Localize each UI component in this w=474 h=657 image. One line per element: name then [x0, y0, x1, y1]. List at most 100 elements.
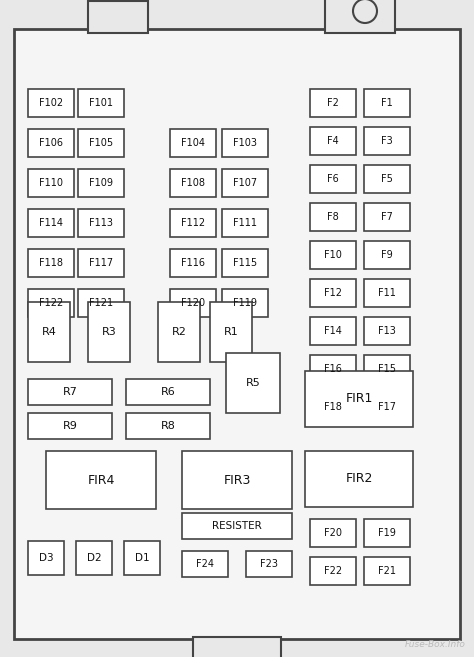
Text: R3: R3 [101, 327, 117, 337]
Bar [246, 551, 292, 577]
Bar [364, 241, 410, 269]
Text: R4: R4 [42, 327, 56, 337]
Text: F10: F10 [324, 250, 342, 260]
Text: F113: F113 [89, 218, 113, 228]
Text: F23: F23 [260, 559, 278, 569]
Text: F7: F7 [381, 212, 393, 222]
Bar [46, 451, 156, 509]
Bar [182, 513, 292, 539]
Bar [364, 165, 410, 193]
Bar [78, 169, 124, 197]
Bar [310, 317, 356, 345]
Text: D3: D3 [39, 553, 53, 563]
Text: F107: F107 [233, 178, 257, 188]
Text: R1: R1 [224, 327, 238, 337]
Text: F120: F120 [181, 298, 205, 308]
Bar [310, 519, 356, 547]
Text: F17: F17 [378, 402, 396, 412]
Text: F15: F15 [378, 364, 396, 374]
Text: F11: F11 [378, 288, 396, 298]
Bar [310, 279, 356, 307]
Text: R7: R7 [63, 387, 77, 397]
Bar [78, 129, 124, 157]
Bar [28, 249, 74, 277]
Text: F111: F111 [233, 218, 257, 228]
Text: F114: F114 [39, 218, 63, 228]
Text: F112: F112 [181, 218, 205, 228]
Bar [28, 209, 74, 237]
Bar [364, 279, 410, 307]
Text: F118: F118 [39, 258, 63, 268]
Bar [182, 551, 228, 577]
Circle shape [353, 0, 377, 23]
Text: F16: F16 [324, 364, 342, 374]
Bar [364, 393, 410, 421]
Bar [310, 165, 356, 193]
Bar [28, 289, 74, 317]
Bar [305, 371, 413, 427]
Text: F20: F20 [324, 528, 342, 538]
Text: F13: F13 [378, 326, 396, 336]
Bar [28, 169, 74, 197]
Text: RESISTER: RESISTER [212, 521, 262, 531]
Bar [78, 249, 124, 277]
Bar [364, 355, 410, 383]
Text: F119: F119 [233, 298, 257, 308]
Text: F2: F2 [327, 98, 339, 108]
Text: F22: F22 [324, 566, 342, 576]
Text: F108: F108 [181, 178, 205, 188]
Bar [222, 209, 268, 237]
Bar [78, 209, 124, 237]
Text: F117: F117 [89, 258, 113, 268]
Text: F103: F103 [233, 138, 257, 148]
Text: FIR1: FIR1 [346, 392, 373, 405]
Text: F101: F101 [89, 98, 113, 108]
Bar [222, 249, 268, 277]
Text: F110: F110 [39, 178, 63, 188]
Bar [210, 302, 252, 362]
Text: F5: F5 [381, 174, 393, 184]
Bar [310, 241, 356, 269]
Text: F109: F109 [89, 178, 113, 188]
Text: F115: F115 [233, 258, 257, 268]
Text: F8: F8 [327, 212, 339, 222]
Text: F106: F106 [39, 138, 63, 148]
Bar [364, 127, 410, 155]
Bar [78, 289, 124, 317]
Bar [170, 129, 216, 157]
Bar [28, 89, 74, 117]
Text: F3: F3 [381, 136, 393, 146]
Bar [310, 355, 356, 383]
Bar [170, 209, 216, 237]
Text: F1: F1 [381, 98, 393, 108]
Bar [193, 637, 281, 657]
Bar [222, 169, 268, 197]
Bar [28, 302, 70, 362]
Bar [126, 379, 210, 405]
Text: F4: F4 [327, 136, 339, 146]
Text: F12: F12 [324, 288, 342, 298]
Text: F116: F116 [181, 258, 205, 268]
Bar [226, 353, 280, 413]
Text: F24: F24 [196, 559, 214, 569]
Bar [364, 317, 410, 345]
Text: FIR4: FIR4 [87, 474, 115, 486]
Bar [310, 89, 356, 117]
Bar [78, 89, 124, 117]
Bar [170, 169, 216, 197]
Text: R8: R8 [161, 421, 175, 431]
Bar [170, 249, 216, 277]
Bar [310, 203, 356, 231]
Bar [88, 1, 148, 33]
Text: F6: F6 [327, 174, 339, 184]
Bar [28, 129, 74, 157]
Text: F105: F105 [89, 138, 113, 148]
Bar [325, 0, 395, 33]
Text: F102: F102 [39, 98, 63, 108]
Bar [158, 302, 200, 362]
Text: F122: F122 [39, 298, 63, 308]
Bar [364, 557, 410, 585]
Text: R6: R6 [161, 387, 175, 397]
Text: R2: R2 [172, 327, 186, 337]
Bar [88, 302, 130, 362]
